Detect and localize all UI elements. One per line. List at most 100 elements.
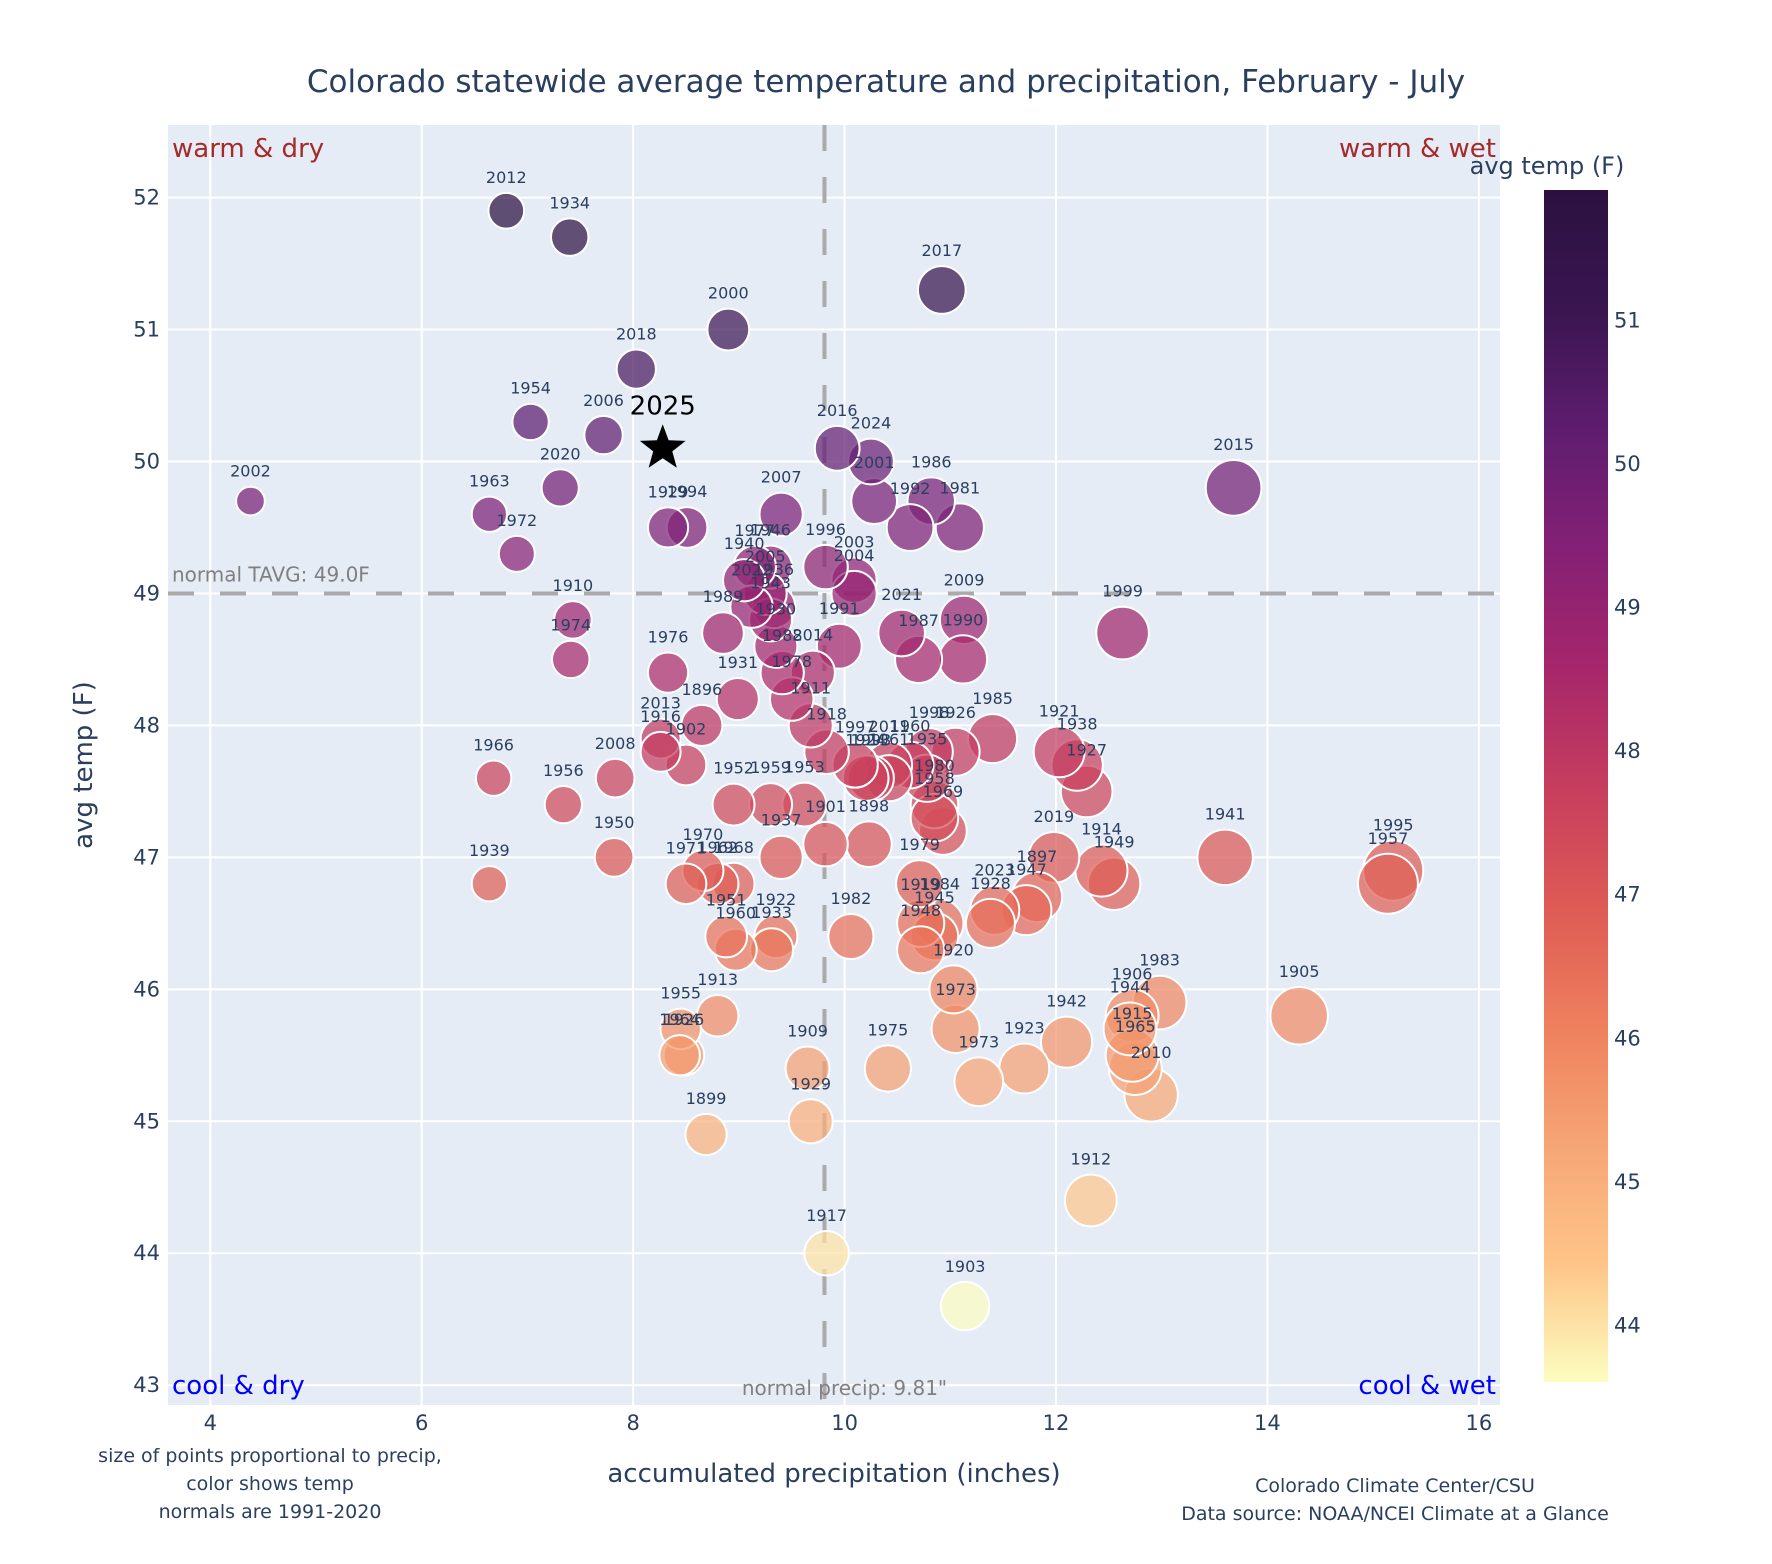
data-point[interactable] (646, 651, 690, 694)
data-point-label: 1960 (715, 904, 756, 923)
data-point[interactable] (511, 402, 550, 442)
data-point[interactable] (704, 914, 749, 959)
data-point[interactable] (1204, 459, 1263, 517)
data-point[interactable] (758, 834, 804, 881)
data-point[interactable] (470, 495, 508, 533)
data-point-label: 2021 (881, 585, 922, 604)
data-point[interactable] (470, 865, 508, 903)
data-point[interactable] (937, 634, 989, 685)
x-tick-label: 14 (1254, 1411, 1281, 1435)
data-point[interactable] (827, 912, 875, 961)
data-point-label: 1919 (900, 875, 941, 894)
data-point[interactable] (1095, 605, 1150, 661)
data-point[interactable] (1074, 843, 1129, 898)
data-point[interactable] (916, 265, 967, 315)
data-point[interactable] (497, 534, 536, 573)
data-point[interactable] (896, 925, 946, 975)
data-point-label: 1991 (819, 599, 860, 618)
data-point-label: 1916 (640, 707, 681, 726)
data-point[interactable] (939, 1280, 991, 1332)
data-point[interactable] (680, 703, 724, 747)
data-point[interactable] (701, 611, 745, 655)
data-point[interactable] (784, 1045, 831, 1092)
data-point[interactable] (593, 837, 635, 878)
data-point-label: 1923 (1004, 1019, 1045, 1038)
x-tick-label: 16 (1465, 1411, 1492, 1435)
data-point-label: 2001 (854, 453, 895, 472)
data-point[interactable] (845, 820, 893, 869)
data-point-label: 1960 (890, 717, 931, 736)
data-point[interactable] (706, 307, 751, 352)
data-point-label: 1915 (1112, 1004, 1153, 1023)
data-point[interactable] (1040, 1015, 1094, 1069)
data-point[interactable] (928, 964, 979, 1015)
note-line-2: color shows temp (186, 1473, 354, 1495)
data-point[interactable] (474, 759, 513, 797)
data-point-label: 1905 (1279, 962, 1320, 981)
x-tick-label: 8 (626, 1411, 639, 1435)
data-point[interactable] (1269, 985, 1329, 1046)
data-point[interactable] (802, 543, 849, 591)
data-point-label: 1968 (713, 838, 754, 857)
data-point-label: 1920 (933, 940, 974, 959)
data-point[interactable] (964, 897, 1016, 949)
data-point-label: 1973 (958, 1032, 999, 1051)
data-point[interactable] (885, 503, 935, 552)
data-point-label: 1945 (914, 888, 955, 907)
data-point[interactable] (549, 217, 590, 257)
data-point[interactable] (594, 757, 636, 799)
data-point[interactable] (540, 468, 580, 508)
data-point[interactable] (646, 506, 690, 549)
data-point[interactable] (787, 1098, 834, 1145)
data-point-label: 1992 (890, 479, 931, 498)
x-axis-ticks: 4 6 8 10 12 14 16 (204, 1411, 1493, 1435)
note-line-3: normals are 1991-2020 (159, 1501, 382, 1523)
notes-right: Colorado Climate Center/CSU Data source:… (1181, 1475, 1609, 1525)
data-point-label: 1997 (835, 717, 876, 736)
data-point[interactable] (722, 558, 767, 603)
data-point[interactable] (998, 1042, 1051, 1095)
data-point[interactable] (1102, 1001, 1158, 1057)
data-point-label: 1930 (755, 600, 796, 619)
data-point-label: 1963 (469, 472, 510, 491)
data-point[interactable] (664, 862, 708, 906)
data-point[interactable] (615, 348, 657, 390)
x-tick-label: 6 (415, 1411, 428, 1435)
data-point-label: 1946 (750, 521, 791, 540)
data-point[interactable] (802, 820, 849, 868)
data-point[interactable] (639, 730, 682, 773)
data-point[interactable] (1032, 725, 1086, 779)
star-marker-icon[interactable] (639, 424, 686, 468)
data-point[interactable] (711, 782, 756, 827)
data-point-label: 2022 (731, 560, 772, 579)
data-point[interactable] (235, 485, 266, 517)
data-point-label: 2024 (851, 414, 892, 433)
data-points (235, 191, 1425, 1332)
data-point[interactable] (553, 600, 593, 640)
colorbar-tick-label: 45 (1614, 1170, 1641, 1194)
y-tick-label: 50 (133, 449, 160, 473)
data-point[interactable] (813, 424, 861, 472)
data-point[interactable] (583, 414, 624, 456)
data-point-label: 1970 (683, 825, 724, 844)
y-tick-label: 45 (133, 1109, 160, 1133)
data-point[interactable] (551, 639, 591, 680)
data-point[interactable] (1064, 1173, 1118, 1228)
data-point[interactable] (684, 1112, 728, 1157)
data-point[interactable] (953, 1056, 1005, 1108)
data-point[interactable] (877, 608, 926, 658)
colorbar-tick-label: 50 (1614, 452, 1641, 476)
data-point[interactable] (1356, 852, 1419, 915)
y-tick-label: 46 (133, 977, 160, 1001)
data-point[interactable] (543, 784, 584, 825)
data-point[interactable] (758, 491, 804, 537)
data-point[interactable] (715, 676, 760, 722)
data-point-label: 2012 (486, 168, 527, 187)
data-point[interactable] (803, 1229, 850, 1277)
data-point[interactable] (1196, 828, 1254, 887)
data-point[interactable] (895, 859, 945, 909)
data-point[interactable] (658, 1034, 701, 1077)
data-point[interactable] (487, 191, 526, 230)
data-point[interactable] (863, 1044, 913, 1093)
